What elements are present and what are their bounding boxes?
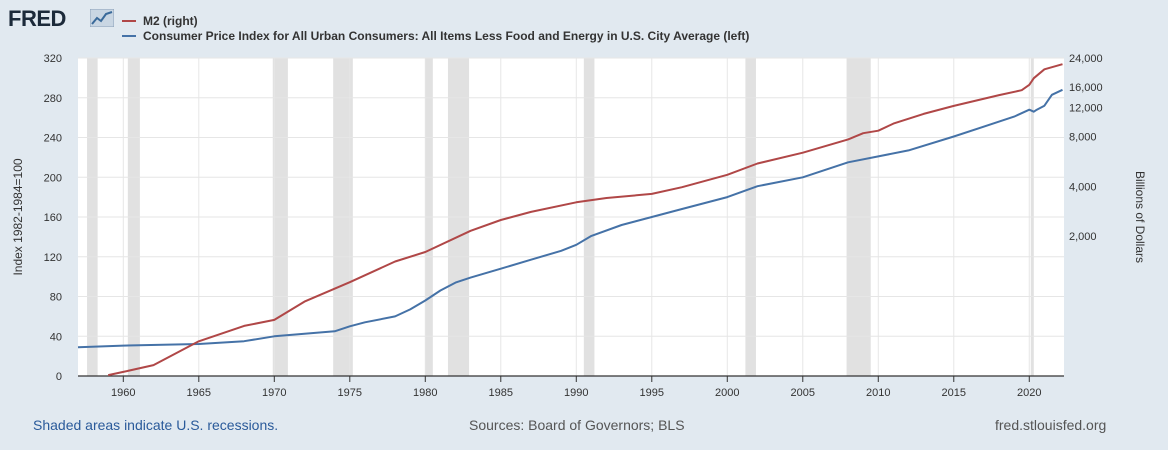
y-right-tick-label: 2,000 xyxy=(1069,231,1097,243)
recession-note-link[interactable]: Shaded areas indicate U.S. recessions. xyxy=(33,417,279,433)
line-chart: 0 40 80 120 160 200 240 280 320 1960 1965 1970 1975 1… xyxy=(11,53,1147,399)
x-tick-label: 2000 xyxy=(715,387,739,399)
chart-graph-icon xyxy=(90,9,114,27)
y-right-tick-label: 12,000 xyxy=(1069,103,1103,115)
y-left-tick-label: 240 xyxy=(44,133,62,145)
x-tick-label: 1965 xyxy=(187,387,211,399)
y-left-tick-label: 40 xyxy=(50,331,62,343)
x-tick-label: 2005 xyxy=(791,387,815,399)
x-tick-label: 1970 xyxy=(262,387,286,399)
x-tick-label: 1985 xyxy=(489,387,513,399)
y-left-tick-label: 320 xyxy=(44,53,62,65)
x-tick-label: 2010 xyxy=(866,387,890,399)
legend-swatch-cpi xyxy=(122,34,136,37)
x-tick-label: 1975 xyxy=(338,387,362,399)
legend-item-cpi[interactable]: Consumer Price Index for All Urban Consu… xyxy=(122,28,749,43)
fred-logo[interactable]: FRED xyxy=(8,6,66,31)
x-tick-label: 1990 xyxy=(564,387,588,399)
chart-legend: M2 (right) Consumer Price Index for All … xyxy=(122,13,749,43)
y-right-tick-label: 24,000 xyxy=(1069,53,1103,65)
series-line-m2 xyxy=(107,63,1063,377)
y-left-tick-label: 80 xyxy=(50,292,62,304)
legend-item-m2[interactable]: M2 (right) xyxy=(122,13,749,28)
y-right-tick-label: 16,000 xyxy=(1069,82,1103,94)
y-left-tick-label: 200 xyxy=(44,172,62,184)
x-tick-label: 1980 xyxy=(413,387,437,399)
x-tick-label: 2015 xyxy=(942,387,966,399)
x-tick-label: 1960 xyxy=(111,387,135,399)
y-left-tick-label: 280 xyxy=(44,93,62,105)
y-left-axis-title: Index 1982-1984=100 xyxy=(11,158,25,275)
y-left-tick-label: 160 xyxy=(44,212,62,224)
site-link[interactable]: fred.stlouisfed.org xyxy=(995,417,1107,433)
x-tick-label: 2020 xyxy=(1017,387,1041,399)
y-right-tick-label: 4,000 xyxy=(1069,181,1097,193)
sources-text: Sources: Board of Governors; BLS xyxy=(469,417,685,433)
x-tick-label: 1995 xyxy=(640,387,664,399)
y-left-tick-label: 0 xyxy=(56,371,62,383)
y-left-tick-label: 120 xyxy=(44,252,62,264)
y-right-axis-title: Billions of Dollars xyxy=(1133,171,1147,263)
legend-label-cpi: Consumer Price Index for All Urban Consu… xyxy=(143,28,750,43)
y-right-tick-label: 8,000 xyxy=(1069,132,1097,144)
legend-swatch-m2 xyxy=(122,19,136,22)
legend-label-m2: M2 (right) xyxy=(143,13,198,28)
series-line-cpi xyxy=(77,88,1063,349)
